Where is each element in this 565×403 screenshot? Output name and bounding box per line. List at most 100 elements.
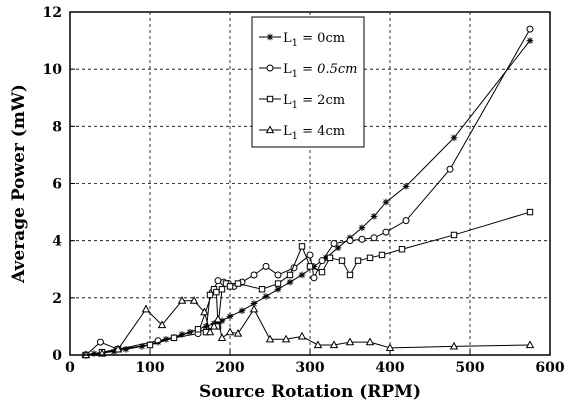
data-point [266, 64, 274, 72]
x-tick-label: 400 [375, 360, 404, 376]
data-point [329, 340, 339, 349]
legend-label: L1 = 0.5cm [283, 62, 357, 80]
data-point [274, 271, 282, 279]
ticks: 0 100 200 300 400 500 600 0 2 4 6 8 10 12 [43, 5, 565, 376]
data-point [402, 217, 410, 225]
data-point [365, 337, 375, 346]
data-point [526, 208, 534, 216]
data-point [449, 341, 459, 350]
data-point [378, 251, 386, 259]
data-point [526, 25, 534, 33]
data-point [358, 235, 366, 243]
data-point [322, 254, 330, 262]
data-point [306, 263, 314, 270]
data-point [526, 37, 534, 44]
data-point [110, 348, 118, 355]
data-point [330, 240, 338, 248]
data-point [141, 304, 151, 313]
legend: L1 = 0cm L1 = 0.5cm L1 = 2cm L1 = 4cm [251, 16, 365, 148]
data-point [318, 268, 326, 276]
data-point [525, 340, 535, 349]
data-point [238, 307, 246, 314]
data-point [370, 234, 378, 242]
y-axis-label: Average Power (mW) [9, 84, 29, 284]
data-point [146, 341, 154, 349]
data-point [250, 271, 258, 279]
data-point [326, 254, 334, 262]
data-point [218, 286, 226, 293]
data-point [318, 257, 326, 265]
legend-entry: L1 = 4cm [259, 124, 345, 142]
data-point [310, 263, 318, 270]
data-point [234, 280, 242, 287]
data-point [170, 334, 178, 342]
data-point [262, 293, 270, 300]
data-point [226, 313, 234, 320]
data-point [226, 283, 234, 290]
y-tick-label: 0 [52, 348, 62, 364]
data-point [450, 134, 458, 142]
data-point [382, 228, 390, 236]
data-point [265, 334, 275, 343]
data-point [346, 271, 354, 279]
data-point [345, 337, 355, 346]
data-point [366, 254, 374, 262]
data-point [213, 314, 223, 323]
data-point [209, 321, 219, 330]
legend-entry: L1 = 0cm [259, 31, 345, 49]
data-point [338, 257, 346, 264]
data-point [122, 345, 130, 353]
data-point [306, 251, 314, 259]
data-point [205, 327, 215, 336]
data-point [266, 33, 274, 41]
data-point [250, 300, 258, 307]
x-tick-label: 100 [135, 360, 164, 376]
legend-entry: L1 = 0.5cm [259, 62, 357, 80]
y-tick-label: 6 [52, 177, 62, 193]
data-point [298, 271, 306, 279]
data-point [446, 165, 454, 173]
data-point [265, 125, 275, 134]
data-point [334, 244, 342, 252]
data-point [286, 271, 294, 279]
data-point [346, 237, 354, 245]
data-point [96, 338, 104, 346]
series-3 [82, 208, 534, 359]
data-point [200, 307, 209, 316]
legend-box [251, 16, 365, 148]
series-4 [81, 296, 535, 359]
x-tick-label: 0 [65, 360, 75, 376]
data-point [274, 285, 282, 293]
data-point [266, 95, 274, 103]
data-point [274, 280, 282, 287]
series-line [85, 211, 531, 356]
legend-label: L1 = 4cm [283, 124, 345, 142]
data-point [281, 334, 291, 343]
data-point [157, 320, 167, 329]
data-point [249, 304, 259, 313]
data-point [202, 323, 210, 330]
y-tick-label: 10 [43, 62, 63, 78]
data-point [258, 286, 266, 293]
x-tick-label: 200 [215, 360, 244, 376]
legend-entry: L1 = 2cm [259, 93, 345, 111]
x-tick-label: 300 [295, 360, 324, 376]
data-point [450, 231, 458, 239]
data-point [382, 198, 390, 206]
x-tick-label: 600 [535, 360, 564, 376]
data-point [194, 326, 202, 333]
data-point [113, 344, 123, 353]
y-tick-label: 8 [52, 119, 62, 135]
y-tick-label: 2 [52, 291, 62, 307]
legend-label: L1 = 2cm [283, 93, 345, 111]
data-point [262, 262, 270, 270]
data-point [214, 277, 222, 285]
data-point [354, 257, 362, 264]
data-point [370, 213, 378, 220]
data-point [313, 340, 323, 349]
data-point [286, 278, 294, 286]
x-tick-label: 500 [455, 360, 484, 376]
data-point [233, 328, 243, 337]
